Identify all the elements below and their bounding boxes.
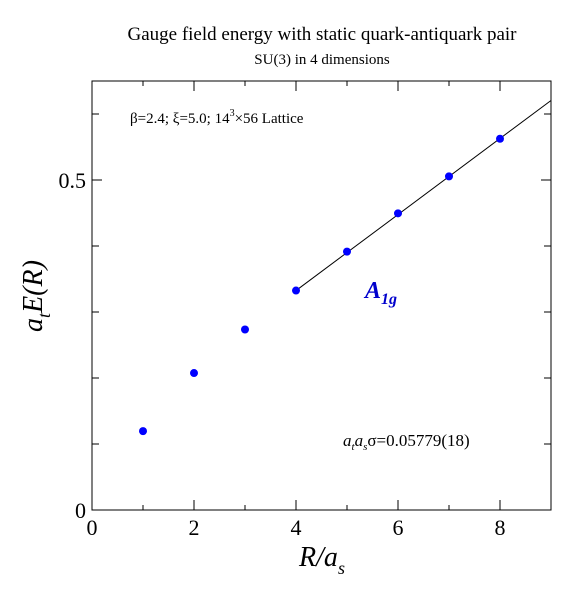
data-point [394,209,402,218]
y-axis-label-main: E(R) [18,260,49,314]
x-tick-label: 2 [189,515,200,540]
a1g-main: A [363,278,381,304]
y-axis-label-pre: a [18,318,49,332]
x-tick-label: 0 [87,515,98,540]
y-axis-label-pre-sub: t [34,312,54,318]
data-points [139,134,504,436]
x-tick-labels: 0 2 4 6 8 [87,515,506,540]
string-tension-annotation: atasσ=0.05779(18) [343,431,470,453]
x-tick-label: 8 [495,515,506,540]
y-tick-label: 0 [75,498,86,523]
a1g-sub: 1g [381,291,397,308]
fit-line [295,100,552,291]
plot-frame [91,80,552,511]
x-axis-label-main: R/a [298,542,338,573]
sigma-a1: a [343,431,352,450]
lattice-params-text: β=2.4; ξ=5.0; 14 [130,111,230,127]
x-axis-label: R/as [298,542,345,578]
sigma-value: σ=0.05779(18) [367,431,469,450]
y-tick-labels: 00.5 [59,168,87,523]
data-point [445,172,453,181]
a1g-label: A1g [363,278,397,308]
data-point [190,369,198,378]
sigma-a2: a [355,431,364,450]
data-point [343,247,351,256]
x-tick-label: 6 [393,515,404,540]
y-axis-label: atE(R) [18,260,54,332]
lattice-params-text-2: ×56 Lattice [235,111,304,127]
chart-title: Gauge field energy with static quark-ant… [127,24,517,45]
lattice-params-annotation: β=2.4; ξ=5.0; 143×56 Lattice [130,108,304,127]
lattice-params-superscript: 3 [230,108,235,119]
sigma-s2: s [363,441,367,453]
axis-ticks [91,81,552,511]
y-tick-label: 0.5 [59,168,87,193]
x-tick-label: 4 [291,515,302,540]
data-point [496,134,504,143]
chart-subtitle: SU(3) in 4 dimensions [254,52,390,68]
data-point [241,325,249,334]
sigma-s1: t [352,441,356,453]
data-point [139,427,147,436]
data-point [292,286,300,295]
x-axis-label-sub: s [338,558,345,578]
